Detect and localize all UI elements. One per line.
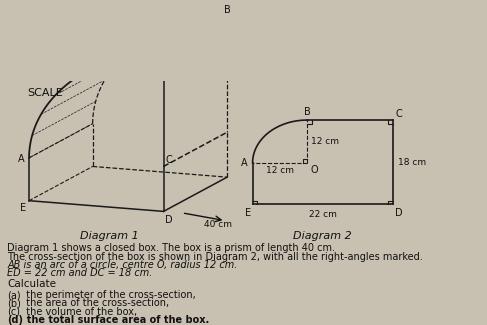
Text: SCALE: SCALE xyxy=(27,88,63,98)
Text: AB is an arc of a circle, centre O, radius 12 cm.: AB is an arc of a circle, centre O, radi… xyxy=(7,260,238,270)
Text: (c): (c) xyxy=(7,306,20,317)
Text: O: O xyxy=(311,165,318,175)
Text: 12 cm: 12 cm xyxy=(311,137,339,146)
Text: 40 cm: 40 cm xyxy=(205,220,232,229)
Text: E: E xyxy=(20,203,26,213)
Text: Calculate: Calculate xyxy=(7,279,56,289)
Text: C: C xyxy=(166,155,172,165)
Text: E: E xyxy=(244,208,251,218)
Text: A: A xyxy=(18,154,24,163)
Text: B: B xyxy=(304,107,311,116)
Text: ED = 22 cm and DC = 18 cm.: ED = 22 cm and DC = 18 cm. xyxy=(7,268,152,278)
Text: (b): (b) xyxy=(7,298,21,308)
Text: 12 cm: 12 cm xyxy=(266,166,294,175)
Text: A: A xyxy=(242,158,248,168)
Text: (d): (d) xyxy=(7,315,23,325)
Text: (a): (a) xyxy=(7,290,21,300)
Text: B: B xyxy=(224,5,230,15)
Text: the area of the cross-section,: the area of the cross-section, xyxy=(20,298,169,308)
Text: the total surface area of the box.: the total surface area of the box. xyxy=(20,315,209,325)
Text: The cross-section of the box is shown in Diagram 2, with all the right-angles ma: The cross-section of the box is shown in… xyxy=(7,252,423,262)
Text: D: D xyxy=(395,208,403,218)
Text: Diagram 1: Diagram 1 xyxy=(80,231,138,240)
Text: 22 cm: 22 cm xyxy=(309,210,337,219)
Text: Diagram 1 shows a closed box. The box is a prism of length 40 cm.: Diagram 1 shows a closed box. The box is… xyxy=(7,243,335,254)
Text: the perimeter of the cross-section,: the perimeter of the cross-section, xyxy=(20,290,196,300)
Text: C: C xyxy=(395,109,402,119)
Text: 18 cm: 18 cm xyxy=(398,158,426,167)
Text: Diagram 2: Diagram 2 xyxy=(293,231,352,240)
Text: the volume of the box,: the volume of the box, xyxy=(20,306,137,317)
Text: D: D xyxy=(166,215,173,225)
